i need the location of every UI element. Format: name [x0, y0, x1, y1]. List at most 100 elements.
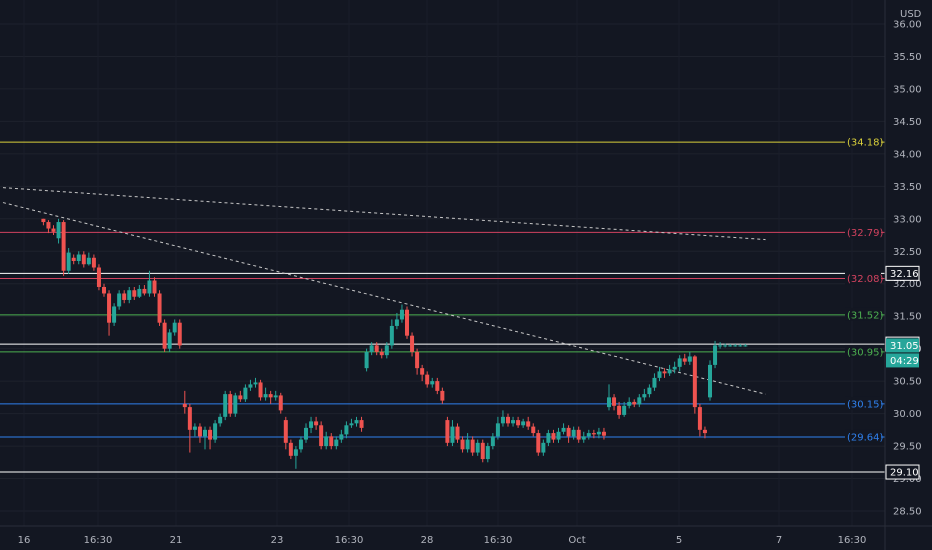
candle-body: [273, 395, 278, 398]
candle-body: [647, 387, 652, 395]
candle-body: [213, 423, 218, 440]
candle-body: [627, 401, 632, 406]
level-label: (29.64): [847, 432, 884, 443]
candle-body: [738, 345, 743, 347]
candle-body: [172, 322, 177, 333]
candle-body: [223, 394, 228, 417]
candle-body: [107, 293, 112, 323]
countdown-label: 04:29: [890, 356, 919, 367]
level-label: (30.95): [847, 347, 884, 358]
level-label: (30.15): [847, 399, 884, 410]
candle-body: [470, 439, 475, 453]
candle-body: [46, 222, 51, 229]
level-label-bg: [845, 429, 881, 443]
trendline[interactable]: [2, 187, 766, 241]
candle-body: [440, 390, 445, 401]
level-label-bg: [845, 225, 881, 239]
trendline[interactable]: [2, 202, 766, 395]
candle-body: [293, 449, 298, 456]
horizontal-levels[interactable]: (34.18) (32.79) (32.08) (31.52) (30.95) (30.1…: [0, 135, 885, 473]
candle-body: [96, 267, 101, 287]
candle-body: [495, 423, 500, 437]
candle-body: [248, 384, 253, 388]
candle-body: [632, 401, 637, 405]
candle-body: [91, 257, 96, 268]
candle-body: [71, 257, 76, 262]
candle-body: [142, 288, 147, 294]
candle-body: [571, 429, 576, 437]
candle-body: [500, 416, 505, 424]
candle-body: [56, 222, 61, 239]
candle-body: [521, 421, 526, 426]
candle-body: [541, 442, 546, 453]
candle-body: [253, 382, 258, 385]
countdown-tag: [886, 353, 919, 368]
currency-label: USD: [900, 9, 922, 20]
candle-body: [601, 431, 606, 436]
level-label: (32.08): [847, 274, 884, 285]
candle-body: [672, 366, 677, 370]
candle-body: [157, 293, 162, 323]
candle-body: [41, 218, 46, 223]
candle-body: [324, 436, 329, 447]
y-tick-label: 33.50: [893, 182, 922, 193]
candle-body: [132, 290, 137, 297]
candle-body: [263, 394, 268, 398]
candle-body: [203, 429, 207, 437]
candle-body: [309, 421, 314, 428]
candle-body: [268, 394, 273, 398]
price-tag: [885, 464, 920, 480]
candle-body: [662, 371, 667, 374]
candle-body: [743, 345, 748, 347]
candle-body: [374, 345, 379, 352]
x-tick-label: 16:30: [84, 535, 113, 546]
last-price-tag: [886, 338, 919, 353]
candle-body: [718, 345, 723, 347]
candle-body: [51, 228, 56, 232]
y-tick-label: 35.50: [893, 52, 922, 63]
candle-body: [480, 442, 485, 460]
candle-body: [612, 397, 617, 406]
level-label: (31.52): [847, 310, 884, 321]
candle-body: [389, 325, 394, 346]
candle-body: [208, 429, 213, 440]
candle-body: [687, 356, 692, 362]
candle-body: [445, 420, 450, 443]
candle-body: [586, 433, 591, 437]
candle-body: [112, 306, 117, 323]
candle-body: [283, 420, 288, 443]
x-tick-label: 28: [421, 535, 434, 546]
level-label-bg: [845, 344, 881, 358]
last-price-label: 31.05: [890, 341, 919, 352]
candle-body: [147, 280, 152, 294]
candle-body: [702, 429, 707, 434]
candle-body: [218, 416, 223, 424]
time-axis[interactable]: 16 16:30 21 23 16:30 28 16:30 Oct 5 7 16:30: [18, 535, 867, 546]
candle-body: [475, 442, 480, 453]
candle-body: [243, 387, 248, 400]
candle-body: [450, 426, 455, 443]
y-tick-label: 30.50: [893, 377, 922, 388]
candle-body: [238, 395, 243, 400]
y-tick-label: 29.50: [893, 442, 922, 453]
trendlines[interactable]: [2, 187, 766, 395]
candle-body: [667, 369, 672, 374]
candle-body: [536, 433, 541, 453]
candle-body: [329, 436, 334, 447]
y-tick-label: 32.50: [893, 247, 922, 258]
candle-body: [354, 420, 359, 424]
candle-body: [692, 356, 697, 408]
level-label-bg: [845, 135, 881, 149]
candle-body: [652, 377, 657, 388]
candle-body: [86, 257, 91, 265]
candle-body: [304, 427, 308, 440]
y-tick-label: 32.00: [893, 279, 922, 290]
candle-body: [490, 436, 495, 447]
candle-body: [713, 345, 718, 365]
candle-body: [334, 439, 339, 447]
x-tick-label: 16:30: [838, 535, 867, 546]
y-tick-label: 34.50: [893, 117, 922, 128]
candle-body: [394, 319, 399, 326]
